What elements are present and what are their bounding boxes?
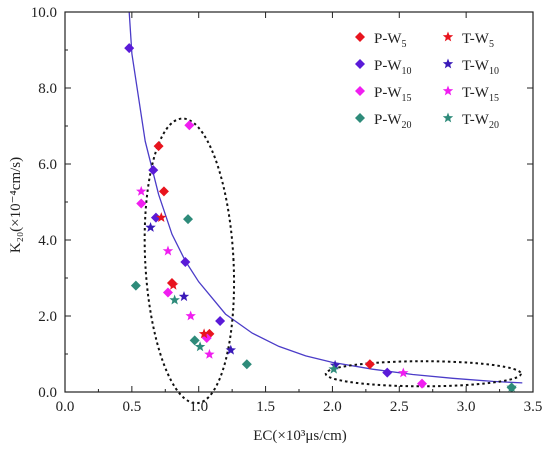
x-tick-label: 1.0 xyxy=(189,399,208,415)
data-point-star xyxy=(156,212,167,222)
data-point-star xyxy=(168,279,179,290)
data-point-diamond xyxy=(180,257,191,268)
data-point-star xyxy=(329,359,341,370)
data-point-diamond xyxy=(183,214,194,225)
legend-subscript: 20 xyxy=(402,120,412,131)
legend-marker xyxy=(355,86,365,96)
x-tick-label: 0.5 xyxy=(122,399,141,415)
data-point-diamond xyxy=(417,378,428,389)
legend-marker xyxy=(355,32,365,42)
data-point-diamond xyxy=(148,165,159,176)
fit-curve xyxy=(128,11,523,384)
legend-marker xyxy=(442,112,454,123)
y-tick-label: 6.0 xyxy=(38,157,57,173)
x-axis-label: EC(×10³μs/cm) xyxy=(253,428,347,444)
x-tick-label: 0.0 xyxy=(56,399,75,415)
legend-marker xyxy=(442,85,454,96)
legend-subscript: 15 xyxy=(489,93,499,104)
data-point-star xyxy=(185,310,196,321)
data-point-diamond xyxy=(150,212,161,223)
legend-label: T-W10 xyxy=(462,58,499,77)
data-point-diamond xyxy=(130,280,141,291)
data-point-diamond xyxy=(215,315,226,326)
y-tick-label: 0.0 xyxy=(38,385,57,401)
data-point-diamond xyxy=(158,186,169,197)
data-point-star xyxy=(136,185,147,196)
legend-label: T-W20 xyxy=(462,112,499,131)
data-point-star xyxy=(145,222,156,232)
y-tick-label: 4.0 xyxy=(38,233,57,249)
legend-subscript: 15 xyxy=(402,93,412,104)
x-tick-label: 3.5 xyxy=(524,399,543,415)
data-point-star xyxy=(198,328,210,339)
axis-ticks: 0.0 0.5 1.0 1.5 2.0 2.5 3.0 3.5 0.0 2.0 4.0 6.0 8.0 1… xyxy=(31,5,543,415)
data-point-diamond xyxy=(136,198,147,209)
legend-subscript: 10 xyxy=(489,66,499,77)
legend-label: P-W5 xyxy=(374,31,407,50)
data-point-star xyxy=(328,363,339,374)
data-point-diamond xyxy=(162,287,173,298)
data-point-diamond xyxy=(153,141,164,152)
data-point-diamond xyxy=(364,359,375,370)
data-point-star xyxy=(162,245,174,256)
y-axis-label: K₂₀(×10⁻⁴cm/s) xyxy=(8,157,24,253)
legend-marker xyxy=(355,113,365,123)
legend-subscript: 10 xyxy=(402,66,412,77)
legend-marker xyxy=(355,59,365,69)
data-point-diamond xyxy=(241,359,252,370)
legend-label: P-W15 xyxy=(374,85,412,104)
data-point-star xyxy=(169,294,180,305)
legend: P-W5 P-W10 P-W15 P-W20 T-W5 T-W10 T-W15 T-W20 xyxy=(355,31,499,131)
legend-subscript: 20 xyxy=(489,120,499,131)
x-tick-label: 2.0 xyxy=(323,399,342,415)
legend-label: T-W15 xyxy=(462,85,499,104)
legend-marker xyxy=(442,58,454,69)
plot-marks xyxy=(124,11,523,405)
y-tick-label: 2.0 xyxy=(38,309,57,325)
y-tick-label: 8.0 xyxy=(38,81,57,97)
data-point-diamond xyxy=(382,367,393,378)
data-point-star xyxy=(178,291,190,302)
data-point-star xyxy=(506,381,517,392)
legend-subscript: 5 xyxy=(489,39,494,50)
legend-label: P-W20 xyxy=(374,112,412,131)
legend-marker xyxy=(442,31,454,42)
y-tick-label: 10.0 xyxy=(31,5,57,21)
data-point-star xyxy=(204,348,215,359)
data-point-diamond xyxy=(124,43,135,54)
legend-subscript: 5 xyxy=(402,39,407,50)
data-point-star xyxy=(225,344,236,355)
data-point-diamond xyxy=(189,335,200,346)
legend-label: P-W10 xyxy=(374,58,412,77)
x-tick-label: 2.5 xyxy=(390,399,409,415)
x-tick-label: 3.0 xyxy=(457,399,476,415)
data-point-diamond xyxy=(184,120,195,131)
data-point-star xyxy=(398,367,409,378)
legend-label: T-W5 xyxy=(462,31,494,50)
data-point-star xyxy=(194,341,206,352)
x-tick-label: 1.5 xyxy=(256,399,275,415)
dotted-ellipse xyxy=(143,117,236,405)
